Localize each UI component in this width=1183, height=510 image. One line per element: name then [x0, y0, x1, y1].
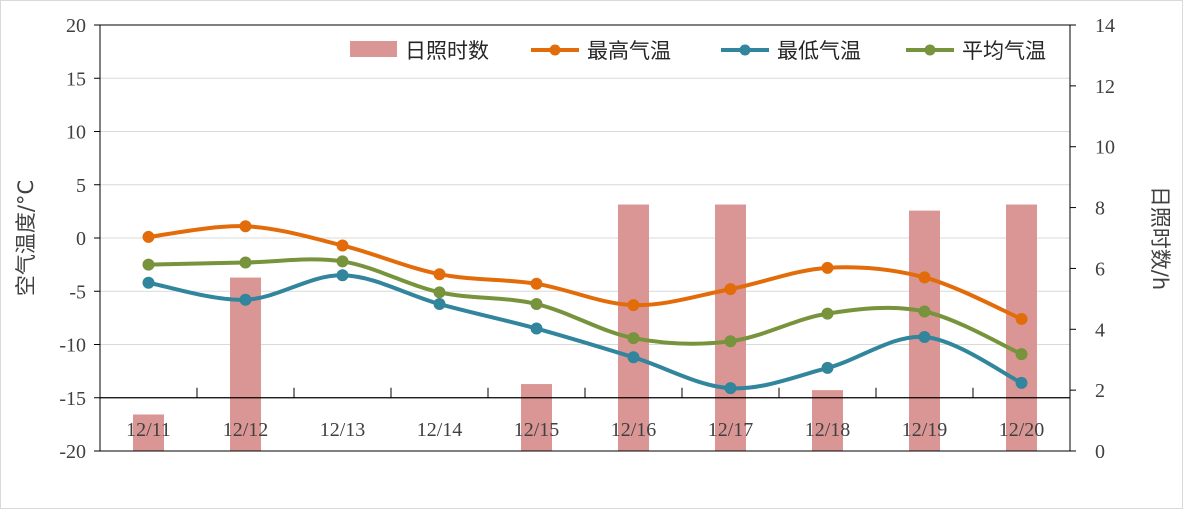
category-label: 12/17 [708, 419, 754, 441]
point-temp-min-12/18 [821, 361, 834, 374]
legend-label-sunshine: 日照时数 [405, 39, 489, 63]
point-temp-avg-12/15 [530, 298, 543, 311]
right-tick-labels: 14 12 10 8 6 4 2 0 [1095, 15, 1115, 463]
point-temp-avg-12/17 [724, 335, 737, 348]
category-label: 12/11 [126, 419, 171, 441]
category-label: 12/15 [514, 419, 560, 441]
bar-sunshine-12/17 [715, 204, 746, 451]
left-tick-label: -10 [59, 335, 86, 357]
bar-series [133, 204, 1037, 451]
legend-marker-temp-min [739, 44, 751, 56]
point-temp-avg-12/19 [918, 305, 931, 318]
right-tick-label: 6 [1095, 258, 1105, 280]
point-temp-max-12/14 [433, 268, 446, 281]
point-temp-avg-12/11 [142, 258, 155, 271]
right-axis-title: 日照时数/h [1148, 186, 1172, 290]
bar-sunshine-12/18 [812, 390, 843, 451]
left-tick-label: -20 [59, 441, 86, 463]
legend-label-temp-max: 最高气温 [587, 39, 671, 63]
right-tick-label: 2 [1095, 380, 1105, 402]
point-temp-max-12/16 [627, 299, 640, 312]
left-tick-label: 10 [66, 122, 86, 144]
left-tick-label: 0 [76, 228, 86, 250]
bar-sunshine-12/19 [909, 210, 940, 451]
point-temp-min-12/20 [1015, 376, 1028, 389]
right-tick-label: 0 [1095, 441, 1105, 463]
right-tick-label: 8 [1095, 198, 1105, 220]
bar-sunshine-12/20 [1006, 204, 1037, 451]
point-temp-min-12/13 [336, 269, 349, 282]
point-temp-max-12/13 [336, 239, 349, 252]
point-temp-max-12/17 [724, 283, 737, 296]
left-tick-label: 15 [66, 68, 86, 90]
point-temp-min-12/12 [239, 293, 252, 306]
point-temp-min-12/19 [918, 331, 931, 344]
point-temp-avg-12/20 [1015, 348, 1028, 361]
right-tick-label: 14 [1095, 15, 1115, 37]
left-tick-labels: 20 15 10 5 0 -5 -10 -15 -20 [59, 15, 86, 463]
category-label: 12/20 [999, 419, 1045, 441]
left-tick-label: -5 [69, 281, 86, 303]
right-tick-label: 4 [1095, 319, 1105, 341]
point-temp-avg-12/12 [239, 256, 252, 269]
category-label: 12/19 [902, 419, 948, 441]
point-temp-max-12/15 [530, 277, 543, 290]
point-temp-max-12/11 [142, 230, 155, 243]
category-label: 12/13 [320, 419, 366, 441]
category-label: 12/14 [417, 419, 463, 441]
line-series [142, 220, 1028, 395]
point-temp-avg-12/16 [627, 332, 640, 345]
legend-label-temp-avg: 平均气温 [962, 39, 1046, 63]
right-tick-label: 10 [1095, 137, 1115, 159]
line-temp-max [146, 224, 1024, 321]
bar-sunshine-12/15 [521, 384, 552, 451]
bar-sunshine-12/11 [133, 414, 164, 451]
point-temp-min-12/17 [724, 382, 737, 395]
point-temp-min-12/16 [627, 351, 640, 364]
bar-sunshine-12/16 [618, 204, 649, 451]
category-label: 12/16 [611, 419, 657, 441]
point-temp-avg-12/14 [433, 286, 446, 299]
axes [94, 24, 1076, 452]
category-label: 12/18 [805, 419, 851, 441]
left-tick-label: 20 [66, 15, 86, 37]
legend: 日照时数 最高气温 最低气温 平均气温 [350, 39, 1046, 63]
legend-marker-temp-max [549, 44, 561, 56]
point-temp-avg-12/18 [821, 307, 834, 320]
point-temp-min-12/15 [530, 322, 543, 335]
point-temp-max-12/19 [918, 271, 931, 284]
point-temp-min-12/11 [142, 276, 155, 289]
line-temp-min [146, 273, 1024, 391]
left-axis-title: 空气温度/°C [14, 180, 38, 296]
legend-label-temp-min: 最低气温 [777, 39, 861, 63]
point-temp-max-12/18 [821, 261, 834, 274]
category-labels: 12/11 12/12 12/13 12/14 12/15 12/16 12/17 12/18… [126, 419, 1044, 441]
line-temp-avg [146, 257, 1024, 357]
left-tick-label: 5 [76, 175, 86, 197]
point-temp-max-12/20 [1015, 312, 1028, 325]
point-temp-avg-12/13 [336, 255, 349, 268]
legend-marker-temp-avg [924, 44, 936, 56]
bar-sunshine-12/12 [230, 277, 261, 451]
legend-swatch-sunshine [350, 41, 397, 57]
left-tick-label: -15 [59, 388, 86, 410]
point-temp-max-12/12 [239, 220, 252, 233]
point-temp-min-12/14 [433, 298, 446, 311]
right-tick-label: 12 [1095, 76, 1115, 98]
category-label: 12/12 [223, 419, 269, 441]
